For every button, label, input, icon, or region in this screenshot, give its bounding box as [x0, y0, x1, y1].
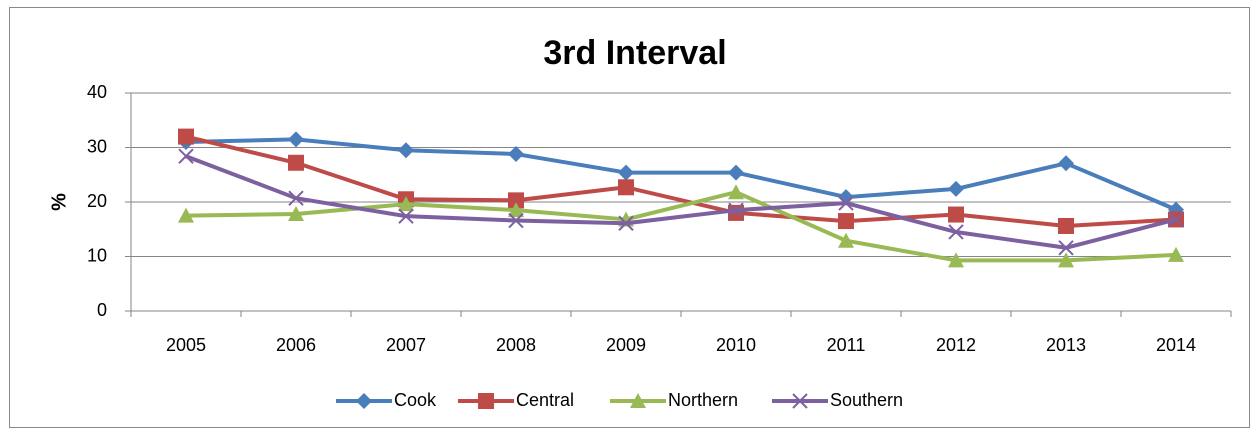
x-tick-label: 2014: [1156, 335, 1196, 355]
x-tick-label: 2011: [827, 335, 866, 355]
point: [1168, 211, 1184, 228]
point: [288, 154, 304, 171]
point: [728, 204, 744, 221]
legend-marker: [630, 393, 646, 408]
y-tick-label: 40: [87, 82, 107, 102]
x-tick-label: 2005: [166, 335, 206, 355]
point: [838, 213, 854, 230]
series-line: [185, 137, 1177, 212]
point: [178, 207, 194, 223]
point: [618, 179, 634, 196]
point: [508, 202, 524, 218]
point: [508, 212, 524, 229]
point: [288, 205, 304, 221]
point: [1058, 217, 1074, 234]
legend-marker: [792, 393, 808, 409]
point: [838, 232, 854, 248]
chart-title: 3rd Interval: [543, 34, 726, 72]
point: [728, 164, 744, 181]
point: [838, 195, 854, 211]
x-tick-label: 2010: [716, 335, 756, 355]
point: [948, 180, 964, 197]
legend-label: Cook: [394, 390, 437, 410]
y-tick-label: 20: [87, 191, 107, 211]
point: [178, 148, 194, 164]
y-tick-label: 0: [97, 300, 107, 320]
point: [1168, 246, 1184, 262]
point: [178, 128, 194, 145]
point: [838, 189, 854, 206]
point: [618, 215, 634, 231]
legend-marker: [356, 393, 372, 409]
point: [508, 146, 524, 163]
point: [288, 190, 304, 206]
x-tick-label: 2013: [1046, 335, 1086, 355]
point: [948, 206, 964, 223]
x-tick-label: 2012: [936, 335, 976, 355]
point: [948, 224, 964, 240]
point: [398, 196, 414, 212]
legend-marker: [478, 393, 494, 409]
legend-label: Northern: [668, 390, 738, 410]
point: [728, 202, 744, 218]
y-tick-label: 30: [87, 136, 107, 156]
point: [288, 131, 304, 148]
series-line: [185, 154, 1177, 250]
point: [728, 184, 744, 200]
point: [1058, 240, 1074, 256]
point: [398, 208, 414, 224]
y-tick-label: 10: [87, 245, 107, 265]
legend-label: Central: [516, 390, 574, 410]
point: [618, 164, 634, 181]
legend-label: Southern: [830, 390, 903, 410]
x-tick-label: 2006: [276, 335, 316, 355]
point: [508, 192, 524, 209]
x-tick-label: 2008: [496, 335, 536, 355]
point: [1058, 155, 1074, 172]
point: [948, 252, 964, 268]
point: [1058, 252, 1074, 268]
y-axis-label: %: [48, 193, 70, 211]
point: [398, 142, 414, 159]
series-line: [185, 134, 1177, 228]
x-tick-label: 2009: [606, 335, 646, 355]
x-tick-label: 2007: [386, 335, 426, 355]
